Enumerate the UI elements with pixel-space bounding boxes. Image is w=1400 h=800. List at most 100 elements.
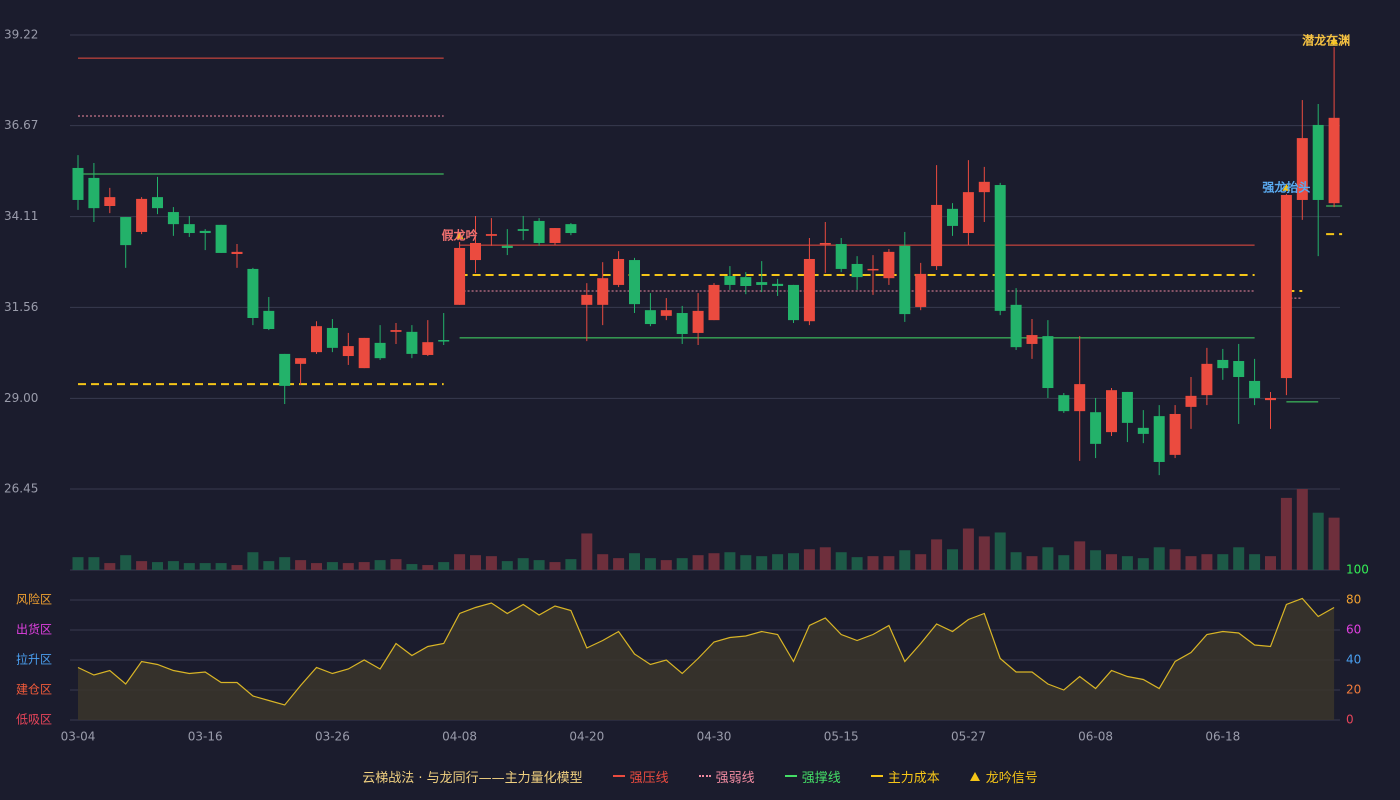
candle-body [724, 276, 736, 285]
volume-bar [1217, 554, 1229, 570]
candle-body [1280, 194, 1292, 379]
volume-bar [819, 547, 831, 570]
y-tick-label: 26.45 [4, 482, 38, 496]
candle-body [342, 346, 354, 357]
legend-swatch [784, 775, 797, 777]
candle-body [263, 310, 275, 330]
candle-body [390, 330, 402, 332]
candle-body [215, 224, 227, 253]
legend-swatch [870, 775, 883, 777]
volume-bar [1296, 489, 1308, 570]
candle-body [1233, 361, 1245, 378]
candle-body [883, 251, 895, 279]
volume-bar [1106, 554, 1117, 570]
volume-bar [311, 563, 322, 570]
candle-body [326, 327, 338, 348]
volume-bar [517, 558, 529, 570]
volume-bar [1042, 547, 1054, 570]
volume-bar [1185, 556, 1197, 570]
volume-bar [613, 558, 625, 570]
indicator-tick-label: 20 [1346, 683, 1361, 697]
volume-bar [756, 556, 768, 570]
y-tick-label: 36.67 [4, 118, 38, 132]
candle-body [501, 245, 513, 248]
volume-bar [485, 556, 497, 570]
candle-body [1185, 395, 1197, 407]
legend-label: 强压线 [629, 770, 669, 786]
volume-bar [374, 560, 386, 570]
volume-bar [915, 554, 927, 570]
candle-body [1106, 390, 1117, 433]
legend: 云梯战法 · 与龙同行——主力量化模型 强压线 强弱线 强撑线 主力成本 龙吟信号 [0, 766, 1400, 786]
signal-label: 强龙抬头 [1262, 179, 1310, 194]
volume-bar [1058, 555, 1070, 570]
zone-label: 拉升区 [16, 652, 52, 667]
zone-label: 低吸区 [16, 713, 52, 727]
volume-bar [581, 533, 593, 570]
x-tick-label: 05-27 [951, 730, 986, 744]
candle-body [1042, 336, 1054, 389]
candle-body [565, 224, 577, 234]
volume-bar [565, 559, 577, 570]
volume-bar [1328, 517, 1340, 570]
indicator-tick-label: 0 [1346, 713, 1354, 727]
volume-bar [1280, 497, 1292, 570]
volume-bar [740, 555, 752, 570]
candle-body [1217, 359, 1229, 369]
candle-body [931, 204, 943, 267]
volume-bar [644, 558, 656, 570]
candle-body [247, 268, 259, 318]
indicator-tick-label: 80 [1346, 593, 1361, 607]
legend-title: 云梯战法 · 与龙同行——主力量化模型 [362, 770, 583, 786]
signal-marker [1282, 183, 1291, 191]
candle-body [1090, 412, 1102, 444]
volume-bar [803, 549, 815, 570]
volume-bar [342, 563, 354, 570]
candle-body [899, 245, 911, 315]
candle-body [581, 294, 593, 305]
candle-body [1328, 117, 1340, 204]
volume-bar [104, 563, 116, 570]
candle-body [835, 244, 847, 269]
candle-body [406, 331, 418, 354]
volume-bar [1265, 556, 1276, 570]
candle-body [803, 258, 815, 322]
candle-body [1169, 413, 1181, 455]
volume-bar [88, 557, 100, 570]
legend-item: 强撑线 [784, 767, 841, 786]
candle-body [851, 263, 863, 278]
indicator-line [77, 597, 1335, 706]
candle-body [915, 273, 927, 307]
candle-body [1312, 124, 1324, 200]
candle-body [72, 167, 84, 200]
candle-body [104, 197, 116, 207]
volume-bar [962, 528, 974, 570]
volume-bar [279, 557, 291, 570]
candle-body [676, 313, 688, 334]
x-tick-label: 04-08 [442, 730, 477, 744]
candle-body [231, 251, 243, 255]
indicator-tick-label: 60 [1346, 623, 1361, 637]
zone-label: 建仓区 [16, 683, 52, 697]
volume-bar [978, 536, 990, 570]
candle-body [756, 282, 768, 285]
legend-swatch [969, 771, 980, 781]
candle-body [819, 242, 831, 245]
x-tick-label: 03-16 [188, 730, 223, 744]
volume-bar [215, 563, 227, 570]
volume-bar [1137, 558, 1149, 570]
candle-body [311, 326, 322, 353]
legend-swatch [698, 775, 711, 777]
volume-bar [326, 562, 338, 570]
candle-body [962, 192, 974, 234]
volume-bar [247, 552, 259, 570]
legend-item: 龙吟信号 [969, 767, 1038, 786]
candle-body [358, 337, 370, 369]
candle-body [136, 198, 148, 232]
candle-body [199, 230, 211, 234]
x-tick-label: 03-04 [61, 730, 96, 744]
volume-bar [533, 560, 545, 570]
volume-bar [295, 560, 307, 570]
volume-bar [263, 561, 275, 570]
volume-bar [549, 562, 561, 570]
